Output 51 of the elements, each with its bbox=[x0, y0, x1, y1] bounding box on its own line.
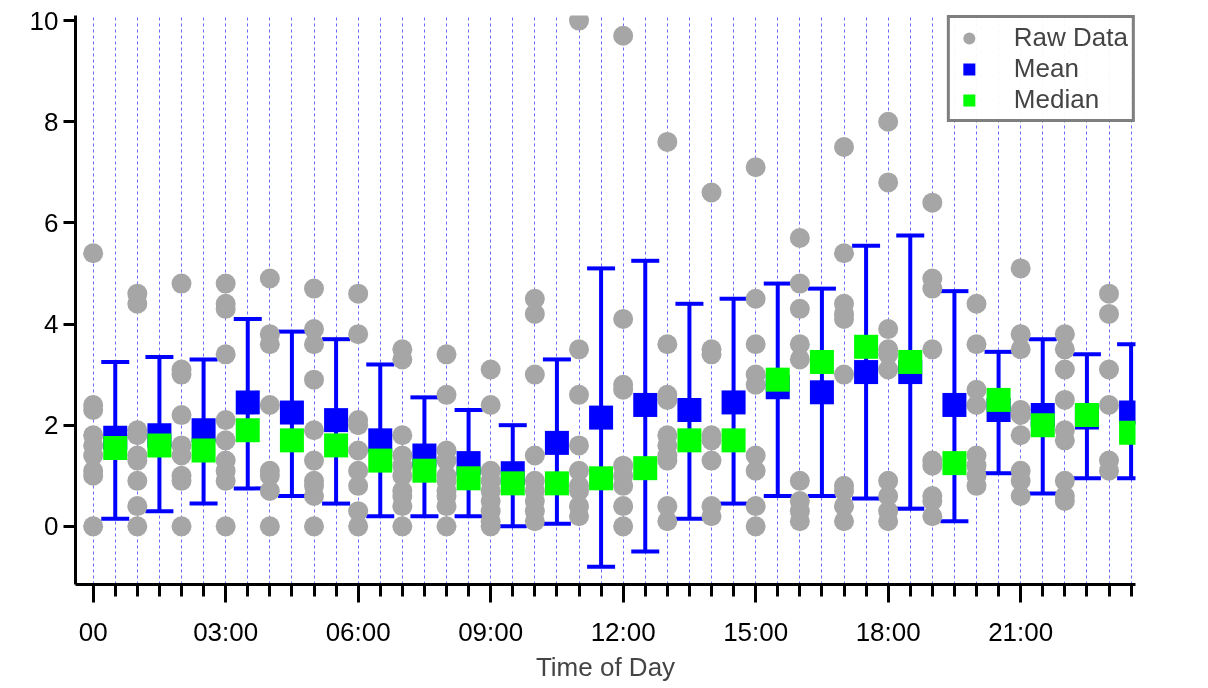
x-axis-title: Time of Day bbox=[535, 651, 676, 682]
point bbox=[279, 428, 304, 453]
y-tick-label: 8 bbox=[44, 106, 59, 137]
point bbox=[1030, 413, 1055, 438]
point bbox=[721, 390, 746, 415]
x-tick-label: 00 bbox=[78, 616, 108, 647]
point bbox=[235, 418, 260, 443]
x-tick-label: 06:00 bbox=[325, 616, 391, 647]
point bbox=[809, 349, 834, 374]
point bbox=[279, 400, 304, 425]
point bbox=[589, 466, 614, 491]
point bbox=[721, 428, 746, 453]
point bbox=[765, 367, 790, 392]
point bbox=[544, 471, 569, 496]
point bbox=[103, 435, 128, 460]
point bbox=[544, 430, 569, 455]
point bbox=[500, 471, 525, 496]
point bbox=[412, 458, 437, 483]
y-tick-label: 10 bbox=[29, 5, 59, 36]
point bbox=[854, 360, 879, 385]
point bbox=[456, 466, 481, 491]
y-tick-label: 2 bbox=[44, 410, 59, 441]
point bbox=[324, 408, 349, 433]
point bbox=[235, 390, 260, 415]
point bbox=[191, 438, 216, 463]
point bbox=[677, 398, 702, 423]
y-tick-label: 6 bbox=[44, 207, 59, 238]
point bbox=[942, 392, 967, 417]
point bbox=[898, 349, 923, 374]
x-tick-label: 18:00 bbox=[855, 616, 921, 647]
point bbox=[633, 392, 658, 417]
point bbox=[677, 428, 702, 453]
y-tick-label: 4 bbox=[44, 309, 59, 340]
x-tick-label: 03:00 bbox=[193, 616, 259, 647]
point bbox=[809, 380, 834, 405]
x-tick-label: 21:00 bbox=[988, 616, 1054, 647]
point bbox=[147, 433, 172, 458]
x-tick-label: 15:00 bbox=[723, 616, 789, 647]
point bbox=[324, 433, 349, 458]
x-tick-label: 12:00 bbox=[590, 616, 656, 647]
legend-label: Mean bbox=[1013, 53, 1079, 84]
point bbox=[589, 405, 614, 430]
point bbox=[854, 334, 879, 359]
point bbox=[633, 456, 658, 481]
legend-label: Median bbox=[1013, 84, 1100, 115]
point bbox=[986, 387, 1011, 412]
legend-label: Raw Data bbox=[1013, 22, 1128, 53]
point bbox=[942, 451, 967, 476]
x-tick-label: 09:00 bbox=[458, 616, 524, 647]
y-tick-label: 0 bbox=[44, 511, 59, 542]
point bbox=[368, 448, 393, 473]
